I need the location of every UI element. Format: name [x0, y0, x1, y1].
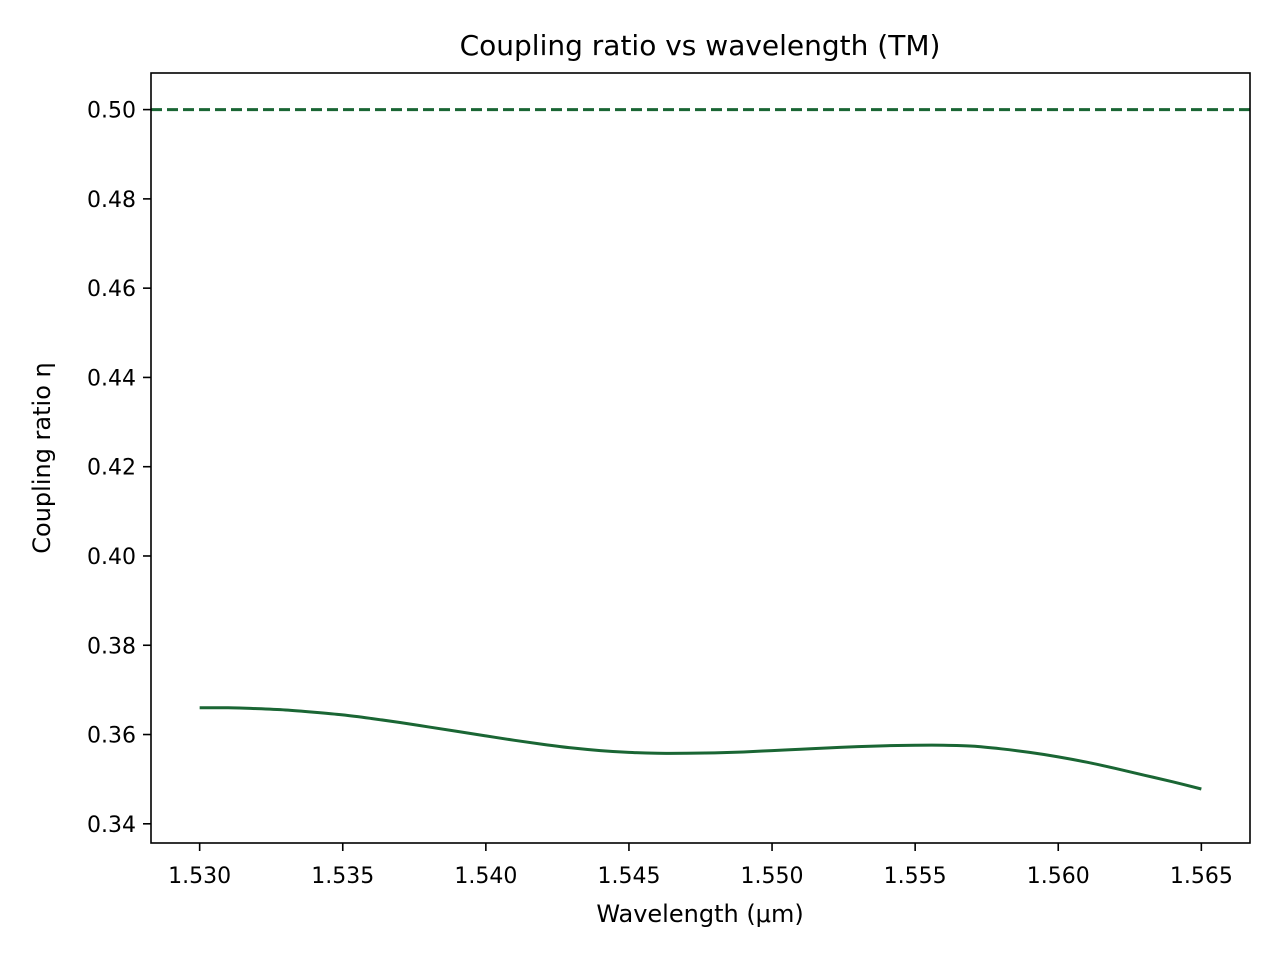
plot-frame	[150, 72, 1251, 844]
x-tick-label: 1.530	[168, 864, 231, 889]
y-tick-label: 0.42	[87, 456, 136, 481]
x-tick-label: 1.550	[741, 864, 804, 889]
plot-area: 0.34 0.36 0.38 0.40 0.42 0.44 0.46 0.48 0.50 1.5…	[87, 72, 1251, 889]
x-tick-label: 1.540	[454, 864, 517, 889]
x-tick-label: 1.535	[311, 864, 374, 889]
y-tick-label: 0.36	[87, 724, 136, 749]
y-axis-label: Coupling ratio η	[28, 362, 56, 553]
series-line	[199, 706, 1202, 791]
y-tick-label: 0.40	[87, 545, 136, 570]
x-tick-label: 1.560	[1027, 864, 1090, 889]
x-tick-label: 1.565	[1170, 864, 1233, 889]
x-axis: 1.530 1.535 1.540 1.545 1.550 1.555 1.560 1.565	[168, 843, 1233, 889]
y-tick-label: 0.34	[87, 813, 136, 838]
x-axis-label: Wavelength (μm)	[596, 900, 803, 928]
y-axis: 0.34 0.36 0.38 0.40 0.42 0.44 0.46 0.48 0.50	[87, 99, 151, 838]
y-tick-label: 0.44	[87, 366, 136, 391]
chart-title: Coupling ratio vs wavelength (TM)	[460, 29, 941, 62]
y-tick-label: 0.38	[87, 634, 136, 659]
y-tick-label: 0.48	[87, 188, 136, 213]
y-tick-label: 0.46	[87, 277, 136, 302]
y-tick-label: 0.50	[87, 99, 136, 124]
x-tick-label: 1.555	[884, 864, 947, 889]
x-tick-label: 1.545	[597, 864, 660, 889]
